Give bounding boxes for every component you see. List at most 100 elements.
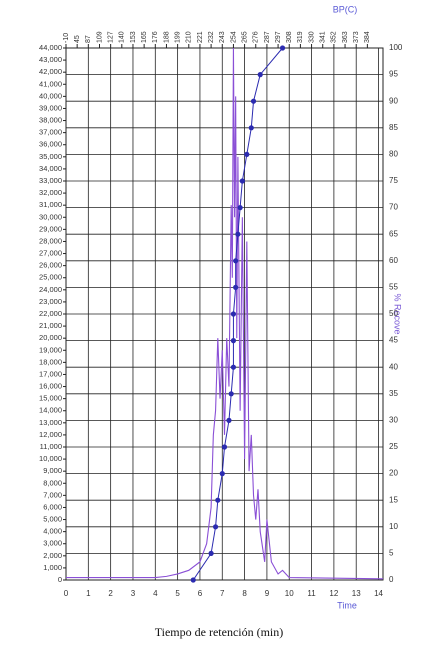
y2-tick-label: 90 xyxy=(389,96,398,105)
top-tick-label: 373 xyxy=(353,31,360,43)
recovery-point xyxy=(230,311,237,317)
top-tick-label: 287 xyxy=(264,31,271,43)
y-tick-label: 20,000 xyxy=(39,333,62,342)
top-tick-label: 254 xyxy=(230,31,237,43)
y-tick-label: 16,000 xyxy=(39,382,62,391)
x-tick-label: 2 xyxy=(108,589,113,598)
top-tick-label: 165 xyxy=(141,31,148,43)
y-tick-label: 39,000 xyxy=(39,103,62,112)
y-tick-label: 15,000 xyxy=(39,394,62,403)
y-tick-label: 12,000 xyxy=(39,430,62,439)
top-tick-label: 243 xyxy=(219,31,226,43)
recovery-point xyxy=(250,98,257,104)
y-tick-label: 41,000 xyxy=(39,79,62,88)
y-tick-label: 29,000 xyxy=(39,224,62,233)
x-tick-label: 12 xyxy=(329,589,338,598)
y-tick-label: 14,000 xyxy=(39,406,62,415)
x-tick-label: 13 xyxy=(352,589,361,598)
x-tick-label: 11 xyxy=(307,589,316,598)
top-tick-label: 140 xyxy=(119,31,126,43)
x-tick-label: 5 xyxy=(175,589,180,598)
recovery-point xyxy=(190,577,196,583)
top-tick-label: 297 xyxy=(275,31,282,43)
top-tick-label: 384 xyxy=(364,31,371,43)
y-tick-label: 32,000 xyxy=(39,188,62,197)
y-tick-label: 30,000 xyxy=(39,212,62,221)
y-tick-label: 22,000 xyxy=(39,309,62,318)
y-tick-label: 42,000 xyxy=(39,67,62,76)
top-tick-label: 153 xyxy=(130,31,137,43)
y-tick-label: 35,000 xyxy=(39,152,62,161)
y2-tick-label: 95 xyxy=(389,70,398,79)
x-tick-label: 0 xyxy=(64,589,69,598)
top-tick-label: 45 xyxy=(74,35,81,43)
top-tick-label: 341 xyxy=(320,31,327,43)
y2-tick-label: 55 xyxy=(389,283,398,292)
y-tick-label: 7,000 xyxy=(43,490,62,499)
y2-tick-label: 35 xyxy=(389,389,398,398)
top-tick-label: 319 xyxy=(297,31,304,43)
recovery-point xyxy=(257,72,263,78)
recovery-point xyxy=(228,391,234,397)
x-tick-label: 14 xyxy=(374,589,383,598)
y-tick-label: 26,000 xyxy=(39,261,62,270)
y-tick-label: 36,000 xyxy=(39,140,62,149)
x-tick-label: 8 xyxy=(242,589,247,598)
top-tick-label: 221 xyxy=(197,31,204,43)
y2-tick-label: 0 xyxy=(389,575,394,584)
y2-axis-label: % Recove xyxy=(393,293,403,334)
y2-tick-label: 65 xyxy=(389,229,398,238)
y2-tick-label: 80 xyxy=(389,150,398,159)
recovery-point xyxy=(221,444,228,450)
y2-tick-label: 70 xyxy=(389,203,398,212)
y-tick-label: 2,000 xyxy=(43,551,62,560)
x-axis-label: Time xyxy=(337,600,357,610)
y2-tick-label: 25 xyxy=(389,442,398,451)
y-tick-label: 21,000 xyxy=(39,321,62,330)
y-tick-label: 9,000 xyxy=(43,466,62,475)
y-tick-label: 33,000 xyxy=(39,176,62,185)
top-tick-label: 232 xyxy=(208,31,215,43)
recovery-point xyxy=(233,284,239,290)
y2-tick-label: 15 xyxy=(389,495,398,504)
y-tick-label: 37,000 xyxy=(39,128,62,137)
y2-tick-label: 75 xyxy=(389,176,398,185)
y-tick-label: 4,000 xyxy=(43,527,62,536)
y-tick-label: 11,000 xyxy=(40,442,62,451)
recovery-point xyxy=(208,550,214,557)
y2-tick-label: 100 xyxy=(389,43,403,52)
y-tick-label: 31,000 xyxy=(39,200,62,209)
x-tick-label: 10 xyxy=(285,589,294,598)
recovery-point xyxy=(244,151,250,157)
x-tick-label: 9 xyxy=(265,589,270,598)
top-tick-label: 109 xyxy=(96,31,103,43)
recovery-point xyxy=(226,417,232,423)
recovery-point xyxy=(237,205,243,211)
recovery-point xyxy=(233,258,239,264)
y2-tick-label: 5 xyxy=(389,549,394,558)
series-line xyxy=(66,47,384,580)
y-tick-label: 25,000 xyxy=(39,273,62,282)
top-tick-label: 210 xyxy=(186,31,193,43)
recovery-point xyxy=(279,45,286,51)
y2-tick-label: 20 xyxy=(389,469,398,478)
top-tick-label: 276 xyxy=(253,31,260,43)
y-tick-label: 6,000 xyxy=(43,502,62,511)
top-tick-label: 176 xyxy=(152,31,159,43)
top-axis-label: BP(C) xyxy=(333,4,358,14)
x-tick-label: 7 xyxy=(220,589,225,598)
x-tick-label: 4 xyxy=(153,589,158,598)
recovery-point xyxy=(212,524,219,530)
y-tick-label: 44,000 xyxy=(39,43,62,52)
top-tick-label: 127 xyxy=(107,31,114,43)
recovery-point xyxy=(230,338,237,344)
y2-tick-label: 50 xyxy=(389,309,398,318)
y-tick-label: 8,000 xyxy=(43,478,62,487)
top-tick-label: 352 xyxy=(331,31,338,43)
y-tick-label: 3,000 xyxy=(43,539,62,548)
y-tick-label: 34,000 xyxy=(39,164,62,173)
recovery-point xyxy=(235,231,241,237)
top-tick-label: 87 xyxy=(85,35,92,43)
y-tick-label: 1,000 xyxy=(43,563,62,572)
